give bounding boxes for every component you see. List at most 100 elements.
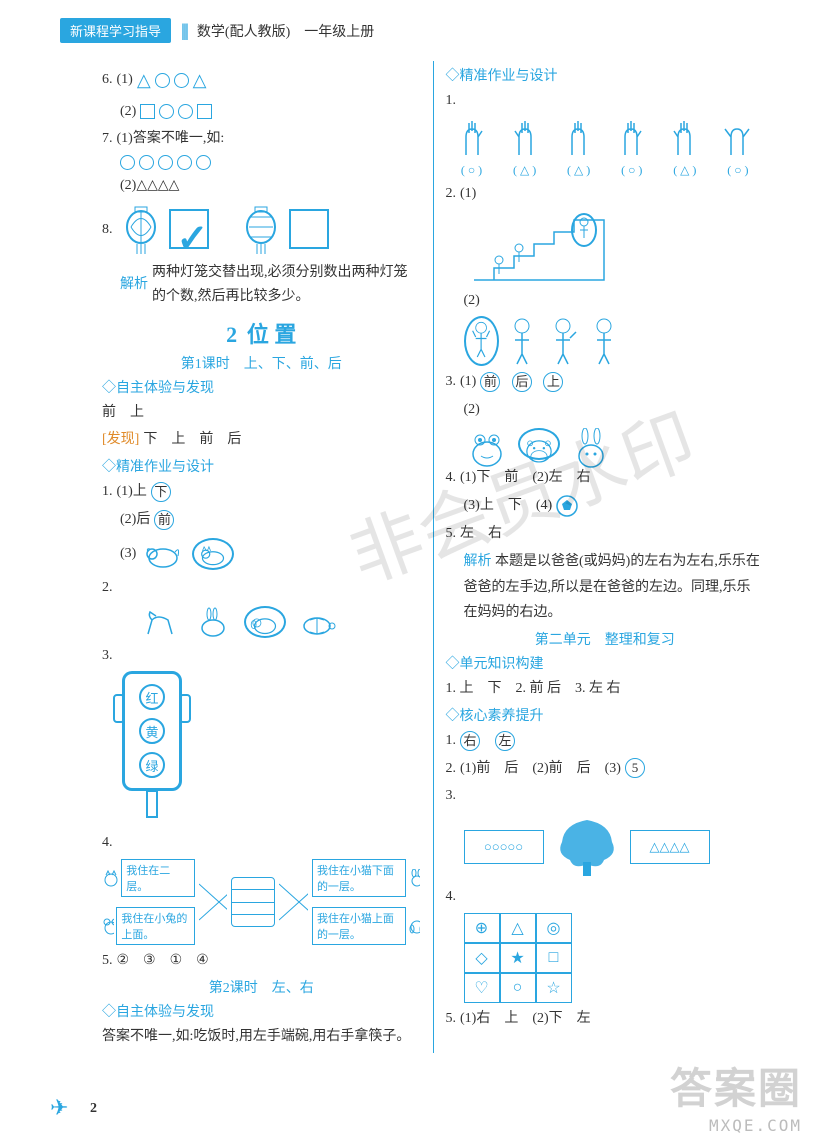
review-b4: 4. xyxy=(446,885,765,909)
kids-row xyxy=(464,316,765,366)
lantern-icon xyxy=(121,202,161,257)
kid-icon xyxy=(505,316,540,366)
b1-p3: (3) xyxy=(120,542,136,566)
wm-big: 答案圈 xyxy=(670,1055,802,1116)
circle-icon xyxy=(177,155,192,170)
circle-icon xyxy=(155,73,170,88)
circle-icon xyxy=(174,73,189,88)
circle-icon xyxy=(196,155,211,170)
right-column: ◇精准作业与设计 1. ( ○ ) ( △ ) ( △ ) ( ○ ) ( △ … xyxy=(434,61,777,1053)
review-b2: 2. (1)前 后 (2)前 后 (3) 5 xyxy=(446,757,765,781)
b1-3: (3) xyxy=(102,536,421,572)
header-title: 数学(配人教版) 一年级上册 xyxy=(197,21,374,41)
review-sec-a: ◇单元知识构建 xyxy=(446,653,765,673)
review-title: 第二单元 整理和复习 xyxy=(446,629,765,649)
r-q2-2: (2) xyxy=(446,289,765,313)
hand-icon xyxy=(562,119,594,157)
discover-text: 下 上 前 后 xyxy=(143,428,241,452)
b4-num: 4. xyxy=(102,831,113,855)
b5-num: 5. xyxy=(446,1007,457,1031)
circled-char: 前 xyxy=(154,510,174,530)
q2-num: 2. xyxy=(446,182,457,206)
rabbit-icon xyxy=(192,606,234,638)
stairs-image xyxy=(464,210,765,285)
review-b1: 1. 右 左 xyxy=(446,729,765,753)
lesson1-title: 第1课时 上、下、前、后 xyxy=(102,353,421,373)
q2-p2: (2) xyxy=(464,289,480,313)
discover-label: [发现] xyxy=(102,428,139,452)
q4-p1: (1)下 前 (2)左 右 xyxy=(460,466,591,490)
analysis-label: 解析 xyxy=(464,554,492,569)
grid-cell: ◎ xyxy=(536,913,572,943)
b5: 5. ② ③ ① ④ xyxy=(102,949,421,973)
circle-icon xyxy=(159,104,174,119)
b3: 3. xyxy=(102,644,421,668)
cat-head-icon xyxy=(102,869,119,887)
q4-num: 4. xyxy=(446,466,457,490)
ans: ( ○ ) xyxy=(461,163,482,178)
b1-num: 1. xyxy=(102,480,113,504)
q7-p1: (1)答案不唯一,如: xyxy=(117,127,225,151)
b5-ans: ② ③ ① ④ xyxy=(117,949,209,973)
review-b3: 3. xyxy=(446,784,765,808)
ans: ( ○ ) xyxy=(621,163,642,178)
yellow-light: 黄 xyxy=(139,718,165,744)
circled-kid xyxy=(572,214,596,246)
q7-shapes xyxy=(102,155,421,170)
soccer-icon xyxy=(556,495,578,517)
b2-animals xyxy=(120,604,421,640)
q7-num: 7. xyxy=(102,127,113,151)
circled-char: 5 xyxy=(625,758,645,778)
rabbit-icon xyxy=(570,428,612,460)
speech-box: 我住在小兔的上面。 xyxy=(116,907,194,945)
ans: ( △ ) xyxy=(513,163,536,178)
r-q3: 3. (1) 前 后 上 xyxy=(446,370,765,394)
q7-2: (2)△△△△ xyxy=(102,174,421,198)
circle-icon xyxy=(158,155,173,170)
q8-num: 8. xyxy=(102,218,113,242)
left-column: 6. (1) △ △ (2) 7. (1)答案不唯一,如: (2)△△△△ xyxy=(90,61,434,1053)
grid-cell: ★ xyxy=(500,943,536,973)
lantern-icon xyxy=(241,202,281,257)
review-sec-b: ◇核心素养提升 xyxy=(446,705,765,725)
tree-icon xyxy=(552,814,622,879)
q2-p1: (1) xyxy=(460,182,476,206)
b4-num: 4. xyxy=(446,885,457,909)
tree-row: ○○○○○ △△△△ xyxy=(446,814,765,879)
circled-char: 后 xyxy=(512,372,532,392)
page-number: 2 xyxy=(90,1101,97,1117)
circles-box: ○○○○○ xyxy=(464,830,544,864)
b1-2: (2)后 前 xyxy=(102,508,421,532)
b2-num: 2. xyxy=(102,576,113,600)
frog-icon xyxy=(466,428,508,460)
triangle-icon: △ xyxy=(137,65,151,96)
cat-icon-circled xyxy=(192,538,234,570)
q6-p2: (2) xyxy=(120,100,136,124)
unit2-title: 2 位 置 xyxy=(102,317,421,349)
wm-small: MXQE.COM xyxy=(670,1116,802,1135)
q3-p1: (1) xyxy=(460,370,476,394)
connection-lines xyxy=(279,872,308,932)
q1-num: 1. xyxy=(446,89,457,113)
hippo-icon-circled xyxy=(518,428,560,460)
q4-p3: (3)上 下 (4) xyxy=(464,494,553,518)
unit-name: 位 置 xyxy=(247,322,297,347)
sec-self: ◇自主体验与发现 xyxy=(102,377,421,397)
turtle-icon xyxy=(296,606,338,638)
footer-arrow-icon: ✈ xyxy=(50,1095,68,1121)
b5-num: 5. xyxy=(102,949,113,973)
b1-p2: (2)后 xyxy=(120,508,150,532)
b1-num: 1. xyxy=(446,729,457,753)
q8-analysis: 解析 两种灯笼交替出现,必须分别数出两种灯笼的个数,然后再比较多少。 xyxy=(102,261,421,309)
c1: 答案不唯一,如:吃饭时,用左手端碗,用右手拿筷子。 xyxy=(102,1025,421,1049)
speech-box: 我住在小猫上面的一层。 xyxy=(312,907,406,945)
q5-ans: 左 右 xyxy=(460,522,502,546)
speech-box: 我住在小猫下面的一层。 xyxy=(312,859,406,897)
header-divider-icon: ||| xyxy=(181,20,187,41)
connection-lines xyxy=(199,872,228,932)
circled-char: 前 xyxy=(480,372,500,392)
r-q5-analysis: 解析 本题是以爸爸(或妈妈)的左右为左右,乐乐在爸爸的左手边,所以是在爸爸的左边… xyxy=(446,549,765,625)
b2: 2. xyxy=(102,576,421,600)
kid-icon xyxy=(546,316,581,366)
circled-char: 上 xyxy=(543,372,563,392)
